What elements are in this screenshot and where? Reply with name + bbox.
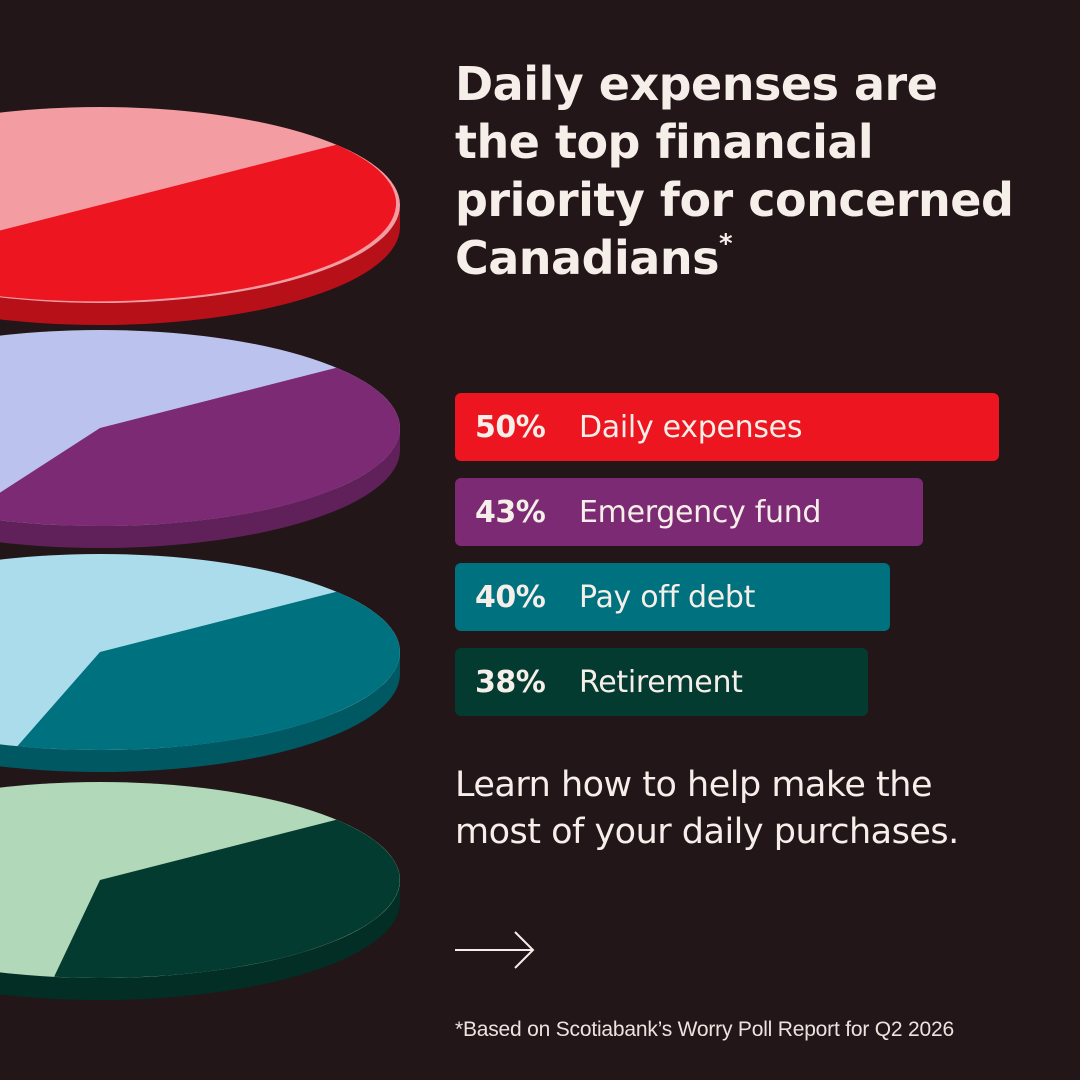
priority-bar-chart: 50% Daily expenses 43% Emergency fund 40% Pay… <box>455 393 999 733</box>
bar-retirement: 38% Retirement <box>455 648 868 716</box>
bar-value-label: 43% <box>475 494 546 530</box>
bar-category-label: Pay off debt <box>579 579 756 615</box>
bar-daily-expenses: 50% Daily expenses <box>455 393 999 461</box>
pie-disc-side <box>0 652 400 772</box>
pie-disc-side <box>0 428 400 548</box>
bar-category-label: Emergency fund <box>579 494 822 530</box>
footnote: *Based on Scotiabank’s Worry Poll Report… <box>455 1018 954 1041</box>
pie-slice-value <box>17 591 400 750</box>
pie-disc <box>0 107 400 325</box>
headline: Daily expenses are the top financial pri… <box>455 55 1015 287</box>
pie-disc <box>0 330 400 548</box>
pie-disc-side <box>0 205 400 325</box>
bar-pay-off-debt: 40% Pay off debt <box>455 563 890 631</box>
call-to-action-text: Learn how to help make the most of your … <box>455 765 959 852</box>
stacked-pie-illustration <box>0 107 400 1000</box>
pie-slice-value <box>54 819 400 978</box>
bar-emergency-fund: 43% Emergency fund <box>455 478 923 546</box>
bar-category-label: Retirement <box>579 664 743 700</box>
bar-value-label: 50% <box>475 409 546 445</box>
bar-value-label: 40% <box>475 579 546 615</box>
pie-slice-value <box>0 144 396 302</box>
headline-footnote-marker: * <box>718 229 733 259</box>
right-arrow-icon[interactable] <box>455 930 537 970</box>
pie-disc-side <box>0 880 400 1000</box>
pie-disc <box>0 554 400 772</box>
pie-slice-value <box>0 367 400 527</box>
pie-disc <box>0 782 400 1000</box>
bar-value-label: 38% <box>475 664 546 700</box>
bar-category-label: Daily expenses <box>579 409 803 445</box>
headline-text: Daily expenses are the top financial pri… <box>455 57 1014 285</box>
